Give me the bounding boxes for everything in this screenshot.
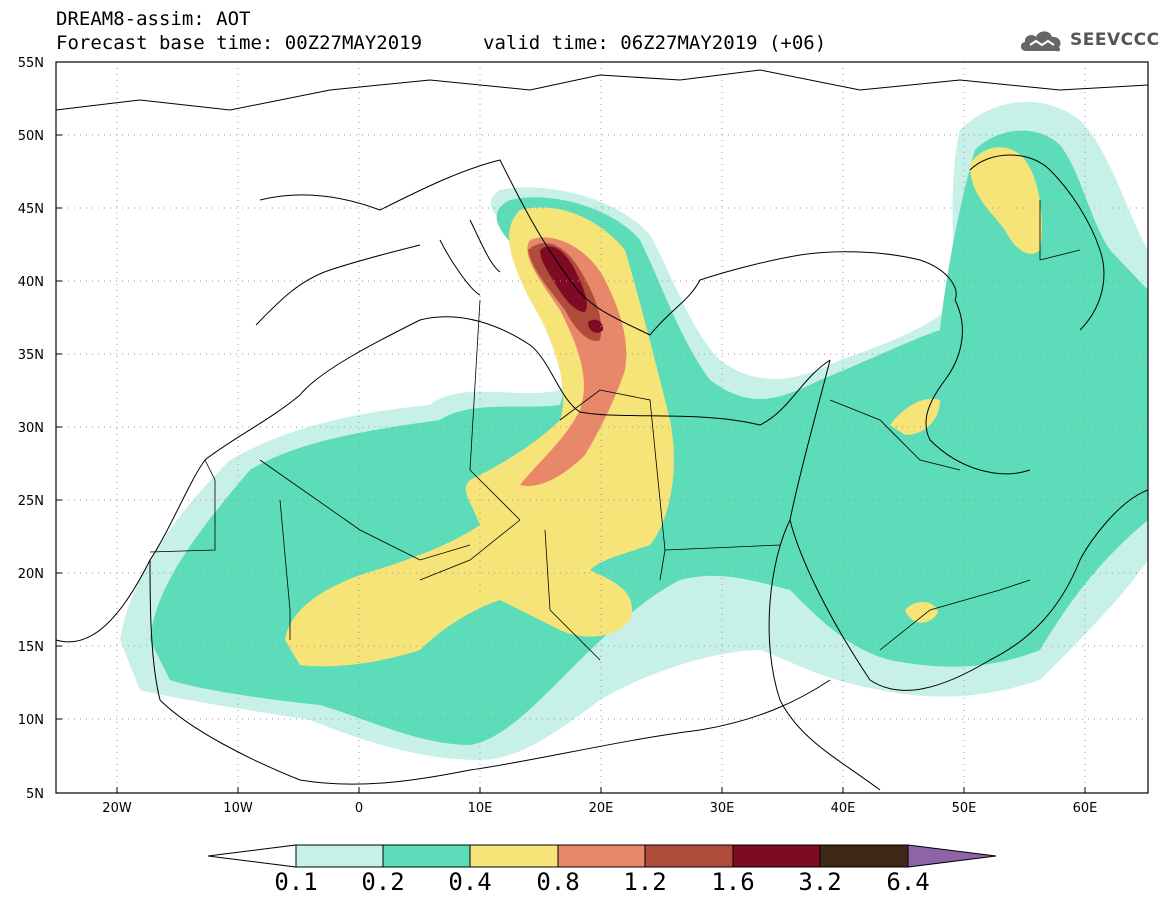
lon-label: 30E (710, 801, 735, 816)
aot-field (120, 101, 1148, 761)
aot-contour-1.6 (540, 246, 604, 333)
seevccc-logo: SEEVCCC (1018, 26, 1160, 54)
coastlines (56, 69, 1148, 791)
lon-label: 10E (468, 801, 493, 816)
colorbar-segment (295, 844, 384, 868)
aot-contour-0.8 (520, 237, 627, 486)
colorbar-label: 0.8 (536, 868, 580, 896)
lat-label: 50N (18, 129, 44, 144)
lon-label: 60E (1073, 801, 1098, 816)
lon-label: 50E (952, 801, 977, 816)
colorbar-label: 1.2 (623, 868, 667, 896)
lat-labels: 55N 50N 45N 40N 35N 30N 25N 20N 15N 10N … (18, 56, 44, 802)
colorbar-label: 0.4 (448, 868, 492, 896)
forecast-base-time: Forecast base time: 00Z27MAY2019 (56, 32, 423, 54)
logo-text: SEEVCCC (1070, 30, 1160, 50)
lon-label: 10W (223, 801, 253, 816)
lat-label: 20N (18, 567, 44, 582)
colorbar-label: 0.2 (361, 868, 405, 896)
colorbar-segment (907, 844, 997, 868)
colorbar-segment (557, 844, 646, 868)
colorbar-segment (207, 844, 297, 868)
lat-label: 30N (18, 421, 44, 436)
colorbar (207, 844, 997, 868)
lat-label: 35N (18, 348, 44, 363)
lon-label: 20E (589, 801, 614, 816)
colorbar-segment (732, 844, 821, 868)
colorbar-label: 1.6 (711, 868, 755, 896)
colorbar-label: 6.4 (886, 868, 930, 896)
lat-label: 5N (26, 787, 44, 802)
valid-time: valid time: 06Z27MAY2019 (+06) (483, 32, 827, 54)
lat-label: 45N (18, 202, 44, 217)
lon-labels: 20W 10W 0 10E 20E 30E 40E 50E 60E (102, 801, 1097, 816)
lat-label: 15N (18, 640, 44, 655)
lat-label: 40N (18, 275, 44, 290)
lon-label: 40E (831, 801, 856, 816)
axis-ticks (56, 134, 1086, 793)
lat-label: 10N (18, 713, 44, 728)
lat-label: 55N (18, 56, 44, 71)
colorbar-label: 3.2 (798, 868, 842, 896)
map-title: DREAM8-assim: AOT (56, 8, 251, 30)
lon-label: 0 (355, 801, 363, 816)
lat-lon-grid (56, 62, 1148, 793)
colorbar-segment (644, 844, 734, 868)
colorbar-segment (382, 844, 471, 868)
lat-label: 25N (18, 494, 44, 509)
colorbar-segment (819, 844, 909, 868)
aot-contour-0.4 (285, 147, 1042, 667)
colorbar-label: 0.1 (274, 868, 318, 896)
country-borders (149, 200, 1081, 661)
cloud-icon (1020, 31, 1061, 52)
colorbar-segment (469, 844, 559, 868)
lon-label: 20W (102, 801, 132, 816)
